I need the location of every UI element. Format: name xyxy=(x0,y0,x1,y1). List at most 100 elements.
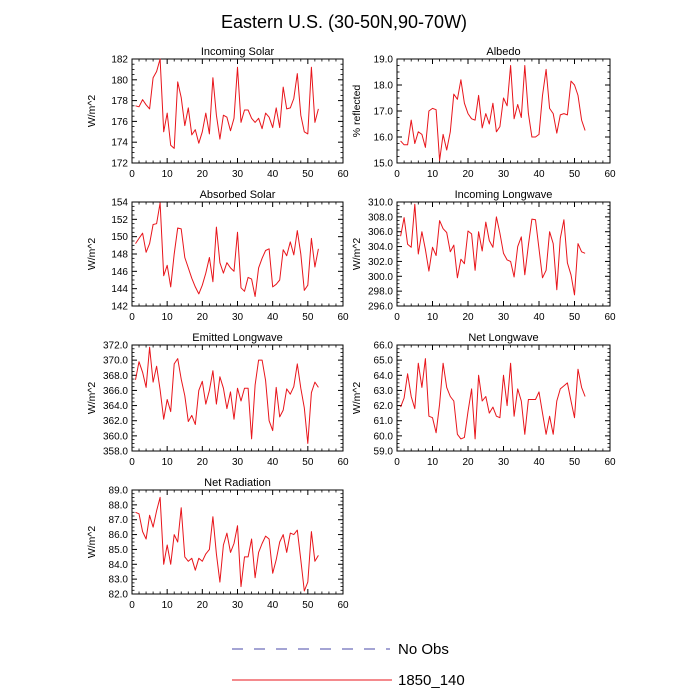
x-tick-label: 30 xyxy=(498,457,510,468)
panel-title: Albedo xyxy=(486,46,520,58)
y-tick-label: 63.0 xyxy=(374,386,394,397)
y-tick-label: 372.0 xyxy=(103,341,128,352)
y-tick-label: 59.0 xyxy=(374,447,394,458)
x-tick-label: 40 xyxy=(533,457,545,468)
x-tick-label: 20 xyxy=(462,312,474,323)
x-tick-label: 40 xyxy=(533,169,545,180)
y-axis-label: W/m^2 xyxy=(86,238,98,271)
x-tick-label: 10 xyxy=(162,457,174,468)
y-tick-label: 182 xyxy=(111,55,128,66)
panel-incoming-solar: Incoming Solar W/m^2 0 10 20 30 40 50 60 172 174 17… xyxy=(86,46,349,180)
panel-title: Net Longwave xyxy=(468,332,538,344)
y-tick-label: 19.0 xyxy=(374,55,394,66)
series-line-1850-140 xyxy=(135,58,319,149)
panel-title: Emitted Longwave xyxy=(192,332,283,344)
y-tick-label: 298.0 xyxy=(368,287,393,298)
legend-label-1850-140: 1850_140 xyxy=(398,672,465,689)
y-tick-label: 360.0 xyxy=(103,431,128,442)
legend-label-no-obs: No Obs xyxy=(398,641,449,658)
y-tick-label: 82.0 xyxy=(109,590,129,601)
y-tick-label: 152 xyxy=(111,215,128,226)
x-tick-label: 40 xyxy=(267,600,279,611)
y-tick-label: 176 xyxy=(111,117,128,128)
x-tick-label: 20 xyxy=(462,169,474,180)
y-tick-label: 88.0 xyxy=(109,500,129,511)
y-tick-label: 144 xyxy=(111,284,128,295)
y-tick-label: 178 xyxy=(111,96,128,107)
x-tick-label: 20 xyxy=(197,457,209,468)
y-tick-label: 172 xyxy=(111,159,128,170)
x-tick-label: 0 xyxy=(129,457,135,468)
x-tick-label: 40 xyxy=(533,312,545,323)
panel-title: Incoming Longwave xyxy=(455,189,553,201)
x-tick-label: 50 xyxy=(569,457,581,468)
y-tick-label: 16.0 xyxy=(374,133,394,144)
y-tick-label: 150 xyxy=(111,232,128,243)
y-axis-label: W/m^2 xyxy=(86,526,98,559)
x-tick-label: 10 xyxy=(427,312,439,323)
y-tick-label: 306.0 xyxy=(368,227,393,238)
x-tick-label: 0 xyxy=(129,312,135,323)
y-tick-label: 368.0 xyxy=(103,371,128,382)
y-tick-label: 366.0 xyxy=(103,386,128,397)
x-tick-label: 20 xyxy=(197,312,209,323)
y-tick-label: 308.0 xyxy=(368,212,393,223)
x-tick-label: 50 xyxy=(302,600,314,611)
x-tick-label: 60 xyxy=(337,600,349,611)
panel-absorbed-solar: Absorbed Solar W/m^2 0 10 20 30 40 50 60 142 144 14… xyxy=(86,189,349,323)
x-tick-label: 60 xyxy=(604,312,616,323)
series-line-1850-140 xyxy=(135,496,319,592)
x-tick-label: 30 xyxy=(498,312,510,323)
panel-net-radiation: Net Radiation W/m^2 0 10 20 30 40 50 60 82.0 83.0 8… xyxy=(86,477,349,611)
x-tick-label: 10 xyxy=(162,312,174,323)
y-tick-label: 146 xyxy=(111,267,128,278)
x-tick-label: 50 xyxy=(569,312,581,323)
x-tick-label: 10 xyxy=(427,169,439,180)
y-tick-label: 148 xyxy=(111,250,128,261)
x-tick-label: 30 xyxy=(232,312,244,323)
y-tick-label: 61.0 xyxy=(374,416,394,427)
x-tick-label: 60 xyxy=(337,457,349,468)
x-tick-label: 20 xyxy=(462,457,474,468)
series-line-1850-140 xyxy=(135,346,319,444)
y-tick-label: 142 xyxy=(111,302,128,313)
series-line-1850-140 xyxy=(400,203,586,296)
x-tick-label: 0 xyxy=(394,312,400,323)
y-tick-label: 87.0 xyxy=(109,515,129,526)
y-tick-label: 300.0 xyxy=(368,272,393,283)
x-tick-label: 50 xyxy=(302,457,314,468)
x-tick-label: 40 xyxy=(267,312,279,323)
x-tick-label: 60 xyxy=(337,312,349,323)
figure-title: Eastern U.S. (30-50N,90-70W) xyxy=(221,12,467,32)
x-tick-label: 0 xyxy=(129,169,135,180)
chart-panels: Incoming Solar W/m^2 0 10 20 30 40 50 60 172 174 17… xyxy=(86,46,616,611)
y-tick-label: 66.0 xyxy=(374,341,394,352)
panel-incoming-longwave: Incoming Longwave W/m^2 0 10 20 30 40 50 60 296.0… xyxy=(351,189,616,323)
x-tick-label: 10 xyxy=(162,600,174,611)
legend: No Obs 1850_140 xyxy=(232,641,465,689)
x-tick-label: 40 xyxy=(267,169,279,180)
x-tick-label: 60 xyxy=(604,169,616,180)
x-tick-label: 0 xyxy=(394,169,400,180)
y-axis-label: W/m^2 xyxy=(351,238,363,271)
panel-emitted-longwave: Emitted Longwave W/m^2 0 10 20 30 40 50 60 358.0 3… xyxy=(86,332,349,468)
y-tick-label: 85.0 xyxy=(109,545,129,556)
x-tick-label: 60 xyxy=(337,169,349,180)
y-axis-label: % reflected xyxy=(351,85,363,138)
panel-albedo: Albedo % reflected 0 10 20 30 40 50 60 15.0 16.0 17… xyxy=(351,46,616,180)
series-line-1850-140 xyxy=(400,358,586,440)
y-tick-label: 86.0 xyxy=(109,530,129,541)
y-axis-label: W/m^2 xyxy=(86,95,98,128)
panel-title: Incoming Solar xyxy=(201,46,275,58)
plot-frame xyxy=(131,201,344,307)
y-tick-label: 174 xyxy=(111,138,128,149)
x-tick-label: 50 xyxy=(302,169,314,180)
panel-net-longwave: Net Longwave W/m^2 0 10 20 30 40 50 60 59.0 60.0 61… xyxy=(351,332,616,468)
y-tick-label: 83.0 xyxy=(109,575,129,586)
y-tick-label: 304.0 xyxy=(368,242,393,253)
x-tick-label: 20 xyxy=(197,600,209,611)
x-tick-label: 0 xyxy=(129,600,135,611)
x-tick-label: 50 xyxy=(569,169,581,180)
y-tick-label: 65.0 xyxy=(374,356,394,367)
